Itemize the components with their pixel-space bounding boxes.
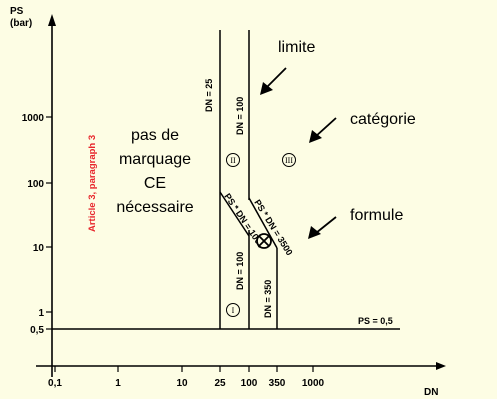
crossed-circle-icon xyxy=(256,233,272,249)
boundary-ps-dn-3500 xyxy=(248,197,278,249)
x-tick-label: 1 xyxy=(115,378,121,389)
boundary-ps-dn-1000 xyxy=(219,191,250,237)
x-tick-label: 10 xyxy=(176,378,188,389)
label-dn-350: DN = 350 xyxy=(263,280,273,318)
label-dn-100-lower: DN = 100 xyxy=(235,252,245,290)
annotation-formule: formule xyxy=(350,207,403,224)
x-tick-label: 25 xyxy=(214,378,226,389)
category-mark-III: III xyxy=(282,153,296,167)
category-mark-II: II xyxy=(226,153,240,167)
x-tick-label: 0,1 xyxy=(48,378,62,389)
y-tick-label: 1000 xyxy=(22,113,45,124)
y-ticks: 1000 100 10 1 0,5 xyxy=(22,113,52,336)
x-tick-label: 350 xyxy=(269,378,286,389)
label-dn-25: DN = 25 xyxy=(204,79,214,112)
category-mark-III-label: III xyxy=(285,156,293,165)
annotation-pas-de: pas de xyxy=(131,127,179,144)
category-mark-I-label: I xyxy=(232,306,235,315)
y-axis-label: PS xyxy=(10,6,24,17)
y-axis-unit: (bar) xyxy=(10,18,32,29)
x-ticks: 0,1 1 10 25 100 350 1000 xyxy=(48,366,325,389)
arrow-formule-icon xyxy=(308,216,337,239)
annotation-categorie: catégorie xyxy=(350,111,416,128)
label-dn-100-upper: DN = 100 xyxy=(235,97,245,135)
x-axis-arrow-icon xyxy=(436,362,446,370)
x-tick-label: 100 xyxy=(241,378,258,389)
y-axis-arrow-icon xyxy=(48,14,56,26)
x-axis-label: DN xyxy=(424,387,438,398)
arrow-categorie-icon xyxy=(309,117,337,143)
y-tick-label: 100 xyxy=(27,179,44,190)
annotation-marquage: marquage xyxy=(119,151,191,168)
annotation-limite: limite xyxy=(278,39,315,56)
y-tick-label: 10 xyxy=(33,243,45,254)
y-tick-label: 1 xyxy=(38,308,44,319)
annotation-ce: CE xyxy=(144,175,166,192)
category-mark-II-label: II xyxy=(230,156,236,165)
label-ps-05: PS = 0,5 xyxy=(358,316,393,326)
annotation-necessaire: nécessaire xyxy=(116,199,193,216)
category-mark-I: I xyxy=(226,303,240,317)
y-tick-label: 0,5 xyxy=(30,325,44,336)
annotation-article: Article 3, paragraph 3 xyxy=(87,135,98,232)
x-tick-label: 1000 xyxy=(302,378,325,389)
arrow-limite-icon xyxy=(260,67,287,95)
